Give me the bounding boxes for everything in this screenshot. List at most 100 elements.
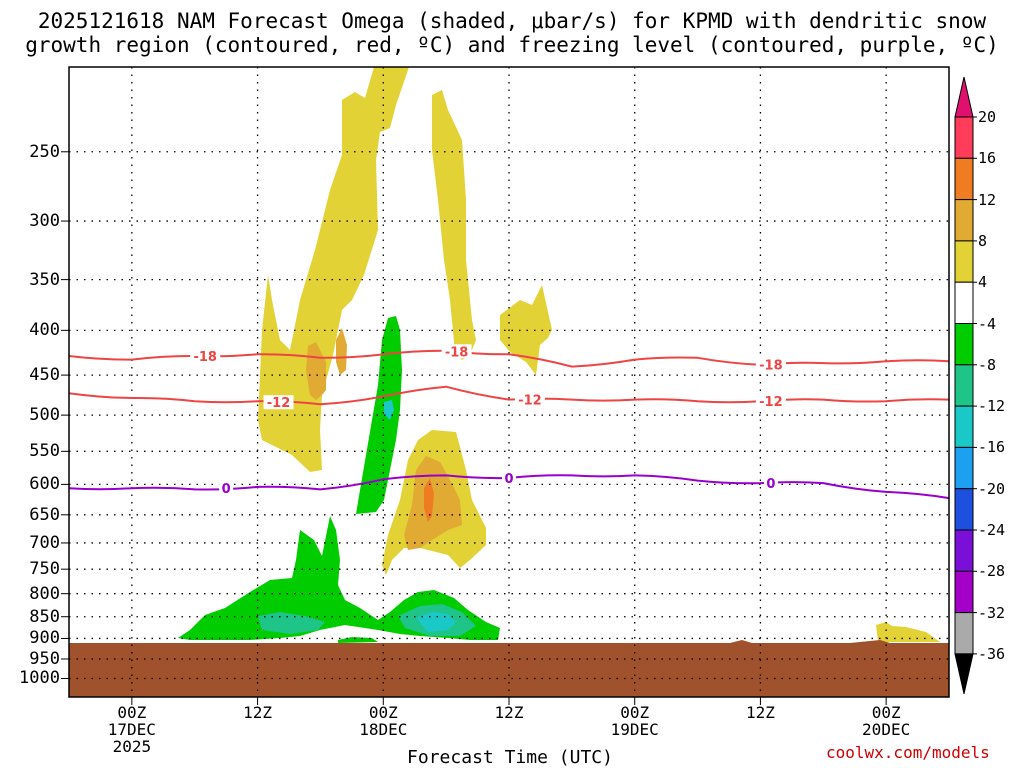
chart-title-line2: growth region (contoured, red, ºC) and f… [25, 33, 999, 57]
contour-label-bg [755, 393, 786, 408]
contour-label: -12 [759, 395, 783, 410]
colorbar-swatch [954, 281, 974, 325]
colorbar-label: -16 [978, 438, 1006, 457]
contour-label: -12 [518, 394, 542, 409]
omega-region-8-12 [336, 328, 347, 375]
omega-region-minus16-minus12 [416, 612, 456, 632]
credit-link[interactable]: coolwx.com/models [826, 743, 990, 762]
colorbar-label: -24 [978, 521, 1006, 539]
terrain-bumps [730, 640, 890, 643]
colorbar-label: 12 [978, 190, 997, 209]
colorbar-swatch [954, 240, 974, 283]
colorbar-label: 16 [978, 149, 997, 168]
omega-region-4-8 [500, 285, 552, 375]
y-tick-label: 750 [29, 559, 60, 580]
omega-shading [178, 67, 940, 643]
colorbar-swatch [954, 199, 974, 242]
colorbar [954, 76, 977, 695]
contour-label: -18 [445, 345, 469, 360]
y-tick-label: 950 [29, 648, 60, 669]
colorbar-swatch [954, 364, 974, 407]
contour-label: -18 [193, 350, 217, 365]
x-ticks [131, 697, 887, 705]
colorbar-swatch [954, 612, 974, 655]
colorbar-swatch [954, 116, 974, 159]
contour-label-bg [514, 392, 545, 407]
x-tick-label: 12Z [745, 703, 775, 722]
grid-lines [69, 67, 949, 697]
terrain-fill [69, 643, 949, 697]
contour-label: 0 [504, 472, 513, 487]
contour-label: -18 [759, 359, 783, 374]
contour-label: -12 [267, 396, 291, 411]
colorbar-label: -12 [978, 397, 1006, 416]
omega-region-minus8-minus4 [356, 316, 402, 514]
chart-title-line1: 2025121618 NAM Forecast Omega (shaded, μ… [37, 9, 987, 33]
omega-region-12-16 [424, 478, 434, 522]
x-tick-label: 00Z [368, 703, 398, 722]
colorbar-label: -8 [978, 355, 997, 374]
omega-region-4-8 [258, 67, 409, 472]
colorbar-swatch [954, 570, 974, 614]
colorbar-swatch [954, 529, 974, 572]
y-tick-label: 500 [29, 405, 60, 426]
colorbar-label: -4 [978, 314, 997, 333]
colorbar-swatch [954, 405, 974, 448]
y-tick-label: 300 [29, 211, 60, 232]
colorbar-label: 8 [978, 231, 988, 250]
x-tick-label: 19DEC [610, 720, 659, 739]
colorbar-swatch [954, 446, 974, 490]
contour-label: 0 [222, 482, 231, 497]
colorbar-label: 20 [978, 108, 997, 126]
x-tick-label: 00Z [117, 703, 147, 722]
omega-region-4-8 [432, 90, 476, 360]
colorbar-label: -28 [978, 562, 1006, 581]
contour-dgz-minus12 [68, 385, 950, 406]
y-tick-label: 800 [29, 583, 60, 604]
contour-label-bg [755, 357, 786, 372]
y-tick-label: 700 [29, 532, 60, 553]
contour-label-bg [502, 471, 516, 486]
x-axis-title: Forecast Time (UTC) [407, 747, 613, 768]
contour-label: 0 [766, 477, 775, 492]
colorbar-label: -36 [978, 644, 1006, 663]
x-tick-label: 20DEC [862, 720, 911, 739]
contour-label-bg [190, 348, 221, 363]
colorbar-label: 4 [978, 273, 988, 292]
y-tick-label: 550 [29, 441, 60, 462]
omega-region-4-8 [876, 622, 940, 642]
y-tick-label: 250 [29, 141, 60, 162]
contour-label-bg [763, 476, 778, 491]
y-tick-label: 1000 [19, 668, 60, 689]
y-tick-label: 600 [29, 474, 60, 495]
contour-label-bg [219, 481, 234, 496]
y-tick-label: 850 [29, 606, 60, 627]
x-tick-label: 2025 [112, 737, 152, 756]
colorbar-top-arrow [954, 76, 974, 118]
colorbar-label: -32 [978, 603, 1006, 622]
plot-frame [68, 66, 950, 698]
colorbar-bottom-arrow [954, 653, 974, 695]
contour-label-bg [441, 344, 472, 359]
x-tick-label: 18DEC [359, 720, 408, 739]
contour-lines: -18 -18 -18 -12 -12 -12 0 0 0 [68, 344, 950, 500]
contour-label-bg [263, 395, 294, 410]
y-tick-label: 350 [29, 269, 60, 290]
x-tick-label: 12Z [494, 703, 524, 722]
omega-region-minus8-minus4 [338, 637, 378, 643]
colorbar-label: -20 [978, 479, 1006, 498]
y-tick-label: 650 [29, 504, 60, 525]
x-tick-label: 00Z [620, 703, 650, 722]
y-tick-label: 400 [29, 320, 60, 341]
y-tick-label: 450 [29, 365, 60, 386]
colorbar-swatch [954, 323, 974, 366]
colorbar-swatch [954, 488, 974, 531]
x-tick-label: 12Z [243, 703, 273, 722]
colorbar-swatch [954, 157, 974, 201]
y-tick-label: 900 [29, 628, 60, 649]
y-ticks [61, 151, 69, 679]
x-tick-label: 17DEC [107, 720, 156, 739]
omega-region-minus12-minus8 [258, 612, 325, 634]
x-tick-label: 00Z [871, 703, 901, 722]
